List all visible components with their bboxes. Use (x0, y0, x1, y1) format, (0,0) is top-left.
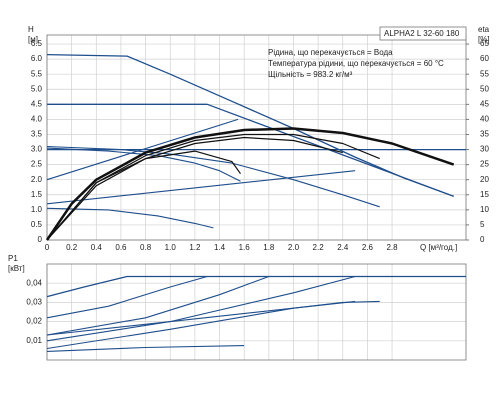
x-tick-label: 1.8 (263, 243, 275, 252)
y2-tick-label: 50 (480, 84, 489, 93)
curve (46, 145, 380, 208)
curve (46, 118, 239, 181)
y-axis-label: H (28, 25, 34, 34)
y2-tick-label: 30 (480, 145, 489, 154)
y-tick-label: 4.0 (31, 115, 43, 124)
y-tick-label: 1.0 (31, 205, 43, 214)
curve (46, 147, 241, 182)
curve (46, 345, 245, 352)
y-tick-label: 3.0 (31, 145, 43, 154)
y-tick-label: 6.5 (31, 39, 43, 48)
y-tick-label: 6.0 (31, 54, 43, 63)
y-tick-label: 0.5 (31, 220, 43, 229)
y-tick-label: 5.5 (31, 69, 43, 78)
y-tick-label: 0,01 (26, 336, 42, 345)
y-axis-label: [м] (28, 35, 38, 44)
y2-axis-label: eta (478, 25, 490, 34)
annotation: Температура рідини, що перекачується = 6… (268, 59, 444, 68)
x-tick-label: 2.8 (386, 243, 398, 252)
y-tick-label: 0,04 (26, 278, 42, 287)
y2-tick-label: 0 (480, 235, 485, 244)
y-tick-label: 0,02 (26, 317, 42, 326)
title-box (379, 26, 467, 41)
annotation: Рідина, що перекачується = Вода (268, 48, 393, 57)
x-tick-label: 2.2 (313, 243, 325, 252)
x-tick-label: 2.4 (337, 243, 349, 252)
y2-tick-label: 25 (480, 160, 489, 169)
x-tick-label: 0.8 (140, 243, 152, 252)
y-tick-label: 2.5 (31, 160, 43, 169)
plot-frame (46, 34, 467, 241)
x-tick-label: 1.4 (214, 243, 226, 252)
x-tick-label: 2.6 (362, 243, 374, 252)
y-tick-label: 5.0 (31, 84, 43, 93)
curve (46, 207, 214, 229)
x-tick-label: 1.0 (165, 243, 177, 252)
curve (46, 150, 241, 241)
plot-area (47, 35, 466, 240)
y2-axis-label: [%] (478, 35, 490, 44)
y2-tick-label: 60 (480, 54, 489, 63)
y-tick-label: 0 (38, 235, 43, 244)
x-tick-label: 0.6 (115, 243, 127, 252)
y2-tick-label: 65 (480, 39, 489, 48)
curve (46, 136, 343, 241)
x-tick-label: 2.0 (288, 243, 300, 252)
y2-tick-label: 15 (480, 190, 489, 199)
y2-tick-label: 40 (480, 115, 489, 124)
curve (45, 127, 455, 241)
curve (46, 275, 466, 336)
y2-tick-label: 55 (480, 69, 489, 78)
y2-tick-label: 45 (480, 99, 489, 108)
y2-tick-label: 20 (480, 175, 489, 184)
chart-title: ALPHA2 L 32-60 180 (384, 29, 460, 38)
curve (46, 170, 356, 205)
y-tick-label: 3.5 (31, 130, 43, 139)
x-tick-label: 0 (45, 243, 50, 252)
x-tick-label: 1.2 (189, 243, 201, 252)
curve (46, 300, 356, 336)
x-tick-label: 0.2 (66, 243, 78, 252)
plot-frame (46, 263, 467, 361)
y-tick-label: 0,03 (26, 298, 42, 307)
annotation: Щільність = 983.2 кг/м³ (268, 70, 353, 79)
x-tick-label: 1.6 (239, 243, 251, 252)
y2-tick-label: 5 (480, 220, 485, 229)
x-axis-label: Q [м³/год.] (420, 243, 457, 252)
y2-tick-label: 10 (480, 205, 489, 214)
y-tick-label: 2.0 (31, 175, 43, 184)
curve (46, 275, 466, 342)
x-tick-label: 0.4 (91, 243, 103, 252)
y-axis-label: [кВт] (8, 264, 25, 273)
y-axis-label: P1 (8, 254, 18, 263)
curve (47, 103, 454, 197)
y-tick-label: 1.5 (31, 190, 43, 199)
y2-tick-label: 35 (480, 130, 489, 139)
y-tick-label: 4.5 (31, 99, 43, 108)
